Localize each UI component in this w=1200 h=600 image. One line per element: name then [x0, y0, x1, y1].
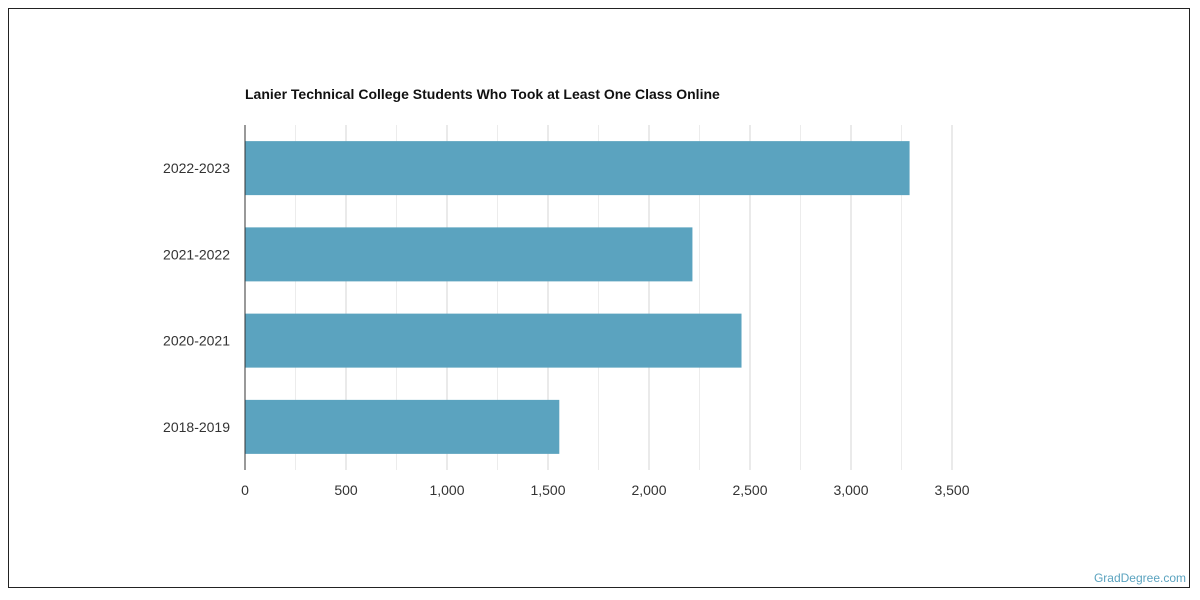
bar-2022-2023[interactable]: [245, 141, 910, 196]
x-tick-label: 3,500: [934, 482, 969, 498]
x-tick-label: 3,000: [833, 482, 868, 498]
x-tick-label: 1,000: [429, 482, 464, 498]
x-tick-label: 1,500: [530, 482, 565, 498]
bars: [245, 141, 910, 454]
category-label: 2020-2021: [163, 333, 230, 349]
category-labels: 2022-2023 2021-2022 2020-2021 2018-2019: [163, 160, 230, 435]
x-tick-label: 2,000: [631, 482, 666, 498]
x-tick-label: 0: [241, 482, 249, 498]
category-label: 2022-2023: [163, 160, 230, 176]
chart-title: Lanier Technical College Students Who To…: [245, 86, 720, 102]
category-label: 2018-2019: [163, 419, 230, 435]
category-label: 2021-2022: [163, 246, 230, 262]
x-axis-tick-labels: 0 500 1,000 1,500 2,000 2,500 3,000 3,500: [241, 482, 970, 498]
bar-2020-2021[interactable]: [245, 313, 742, 368]
bar-2018-2019[interactable]: [245, 399, 560, 454]
bar-2021-2022[interactable]: [245, 227, 693, 282]
watermark: GradDegree.com: [1093, 571, 1186, 585]
x-tick-label: 2,500: [732, 482, 767, 498]
x-tick-label: 500: [334, 482, 358, 498]
